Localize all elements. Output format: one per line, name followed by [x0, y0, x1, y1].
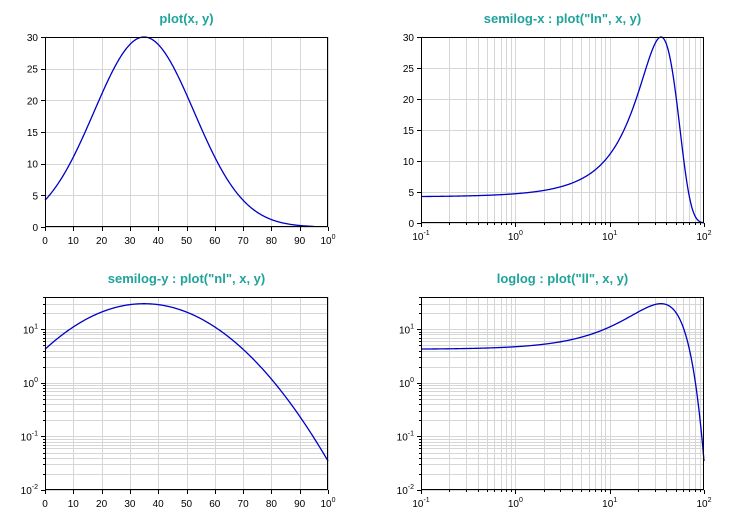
x-tick-label: 70: [238, 499, 250, 510]
subplot-3: 0 10 20 30 40 50 60 70 80 90 100 10-2 10-1 100 101 semi…: [21, 271, 336, 510]
x-tick-label: 100: [320, 234, 335, 247]
x-tick-label: 101: [602, 230, 617, 243]
y-tick-label: 25: [27, 65, 39, 76]
x-tick-label: 100: [508, 230, 523, 243]
y-tick-label: 0: [408, 219, 414, 230]
y-tick-label: 101: [23, 323, 38, 336]
y-tick-label: 10-2: [21, 484, 38, 497]
y-tick-label: 30: [403, 33, 415, 44]
y-tick-label: 10: [27, 160, 39, 171]
y-tick-label: 5: [32, 191, 38, 202]
x-tick-label: 40: [153, 499, 165, 510]
x-tick-label: 101: [602, 497, 617, 510]
x-tick-label: 50: [181, 236, 193, 247]
x-tick-label: 20: [96, 499, 108, 510]
x-tick-label: 100: [508, 497, 523, 510]
chart-title: plot(x, y): [159, 11, 213, 26]
y-tick-label: 20: [403, 95, 415, 106]
y-tick-label: 15: [403, 126, 415, 137]
x-tick-label: 40: [153, 236, 165, 247]
x-tick-label: 102: [696, 230, 711, 243]
y-tick-label: 15: [27, 128, 39, 139]
plot-frame: [421, 297, 704, 490]
x-tick-label: 100: [320, 497, 335, 510]
x-tick-label: 30: [124, 499, 136, 510]
data-curve: [44, 303, 329, 462]
data-curve: [421, 303, 705, 462]
y-tick-label: 20: [27, 96, 39, 107]
subplot-2: 10-1 100 101 102 0 5 10 15 20 25 30 semilog-x : plo…: [403, 11, 712, 243]
x-tick-label: 60: [209, 236, 221, 247]
grid: [45, 37, 329, 228]
grid: [421, 297, 704, 491]
y-tick-label: 101: [399, 323, 414, 336]
x-tick-label: 102: [696, 497, 711, 510]
y-tick-label: 10-1: [21, 430, 38, 443]
x-tick-label: 50: [181, 499, 193, 510]
chart-title: semilog-y : plot("nl", x, y): [108, 271, 266, 286]
x-tick-label: 0: [42, 499, 48, 510]
x-tick-label: 90: [294, 499, 306, 510]
y-tick-label: 25: [403, 64, 415, 75]
grid: [45, 297, 329, 491]
x-tick-label: 0: [42, 236, 48, 247]
x-tick-label: 80: [266, 236, 278, 247]
x-tick-label: 10-1: [412, 497, 429, 510]
y-tick-label: 100: [23, 377, 38, 390]
plot-frame: [45, 37, 328, 227]
plot-frame: [421, 37, 704, 223]
subplot-1: 0 10 20 30 40 50 60 70 80 90 100 0 5 10 15 20 25 30 plot(x…: [27, 11, 336, 247]
x-tick-label: 60: [209, 499, 221, 510]
y-tick-label: 30: [27, 33, 39, 44]
y-tick-label: 10-1: [397, 430, 414, 443]
chart-title: loglog : plot("ll", x, y): [497, 271, 628, 286]
plot-frame: [45, 297, 328, 490]
x-tick-label: 10: [68, 499, 80, 510]
x-tick-label: 70: [238, 236, 250, 247]
data-curve: [420, 36, 705, 224]
x-tick-label: 30: [124, 236, 136, 247]
y-tick-label: 5: [408, 188, 414, 199]
y-tick-label: 10-2: [397, 484, 414, 497]
y-tick-label: 10: [403, 157, 415, 168]
x-tick-label: 10: [68, 236, 80, 247]
x-tick-label: 10-1: [412, 230, 429, 243]
chart-title: semilog-x : plot("ln", x, y): [484, 11, 642, 26]
y-tick-label: 0: [32, 223, 38, 234]
y-tick-label: 100: [399, 377, 414, 390]
x-tick-label: 20: [96, 236, 108, 247]
x-tick-label: 90: [294, 236, 306, 247]
x-tick-label: 80: [266, 499, 278, 510]
data-curve: [44, 36, 314, 228]
